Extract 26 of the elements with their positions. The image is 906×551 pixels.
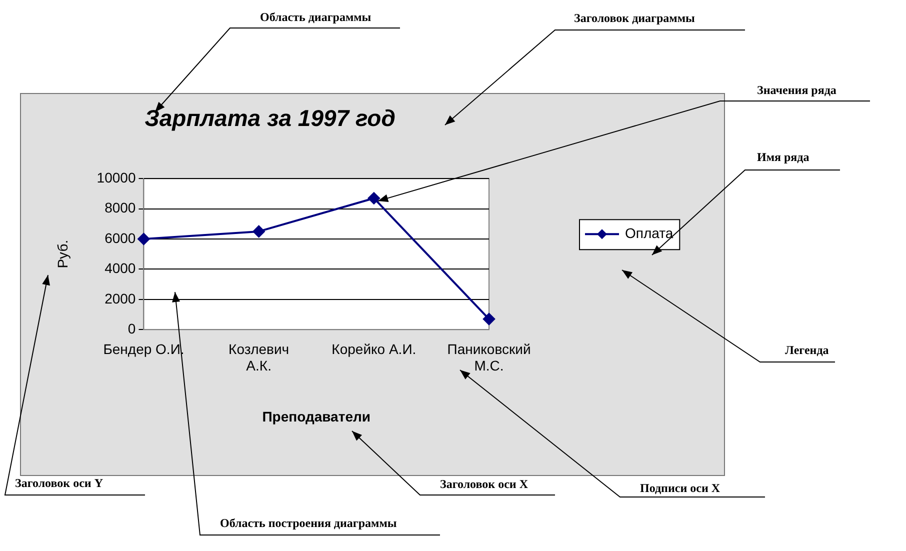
y-tick-label: 2000 <box>104 290 136 306</box>
text: Значения ряда <box>757 83 836 98</box>
text: Область построения диаграммы <box>220 516 397 531</box>
y-tick-label: 0 <box>128 320 136 336</box>
y-axis-title: Руб. <box>54 240 70 268</box>
text: Заголовок оси Y <box>15 476 103 491</box>
text: Заголовок диаграммы <box>574 11 695 26</box>
legend-label: Оплата <box>625 224 674 241</box>
text: Легенда <box>785 343 829 358</box>
y-tick-label: 6000 <box>104 230 136 246</box>
y-tick-label: 4000 <box>104 260 136 276</box>
y-tick-label: 10000 <box>96 169 136 186</box>
text: Заголовок оси X <box>440 477 528 492</box>
point <box>483 313 495 326</box>
point <box>368 192 380 204</box>
chart-title: Зарплата за 1997 год <box>144 105 396 132</box>
point <box>252 225 265 238</box>
x-tick-label: Корейко А.И. <box>332 340 416 357</box>
x-axis-title: Преподаватели <box>262 408 370 424</box>
y-tick-label: 8000 <box>104 200 136 216</box>
point <box>138 233 150 245</box>
text: Область диаграммы <box>260 10 372 25</box>
x-tick-label: Паниковский М.С. <box>447 340 531 374</box>
text: Подписи оси X <box>640 481 720 496</box>
x-tick-label: Козлевич А.К. <box>228 340 290 374</box>
text: Имя ряда <box>757 150 810 165</box>
